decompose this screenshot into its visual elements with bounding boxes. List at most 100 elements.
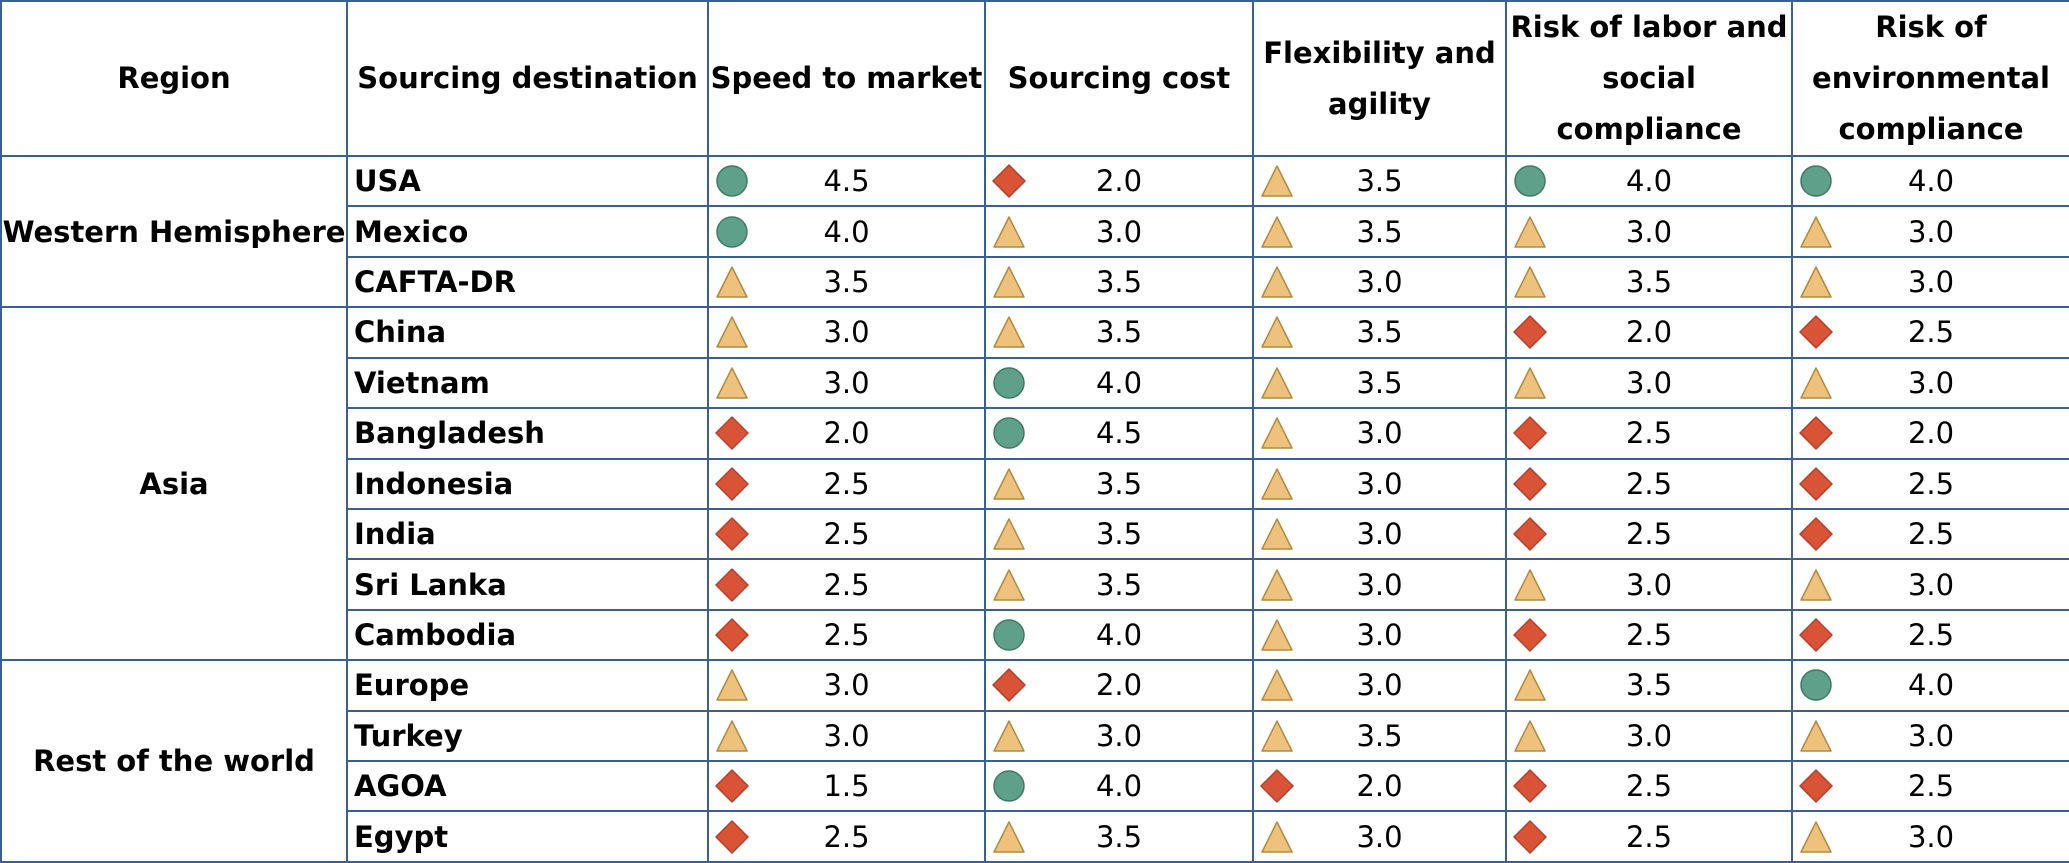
score-value: 2.5	[1625, 618, 1673, 652]
score-cell: 3.0	[1505, 558, 1793, 611]
red-diamond-icon	[715, 618, 749, 652]
score-value: 3.5	[1356, 718, 1403, 753]
score-value: 3.0	[1625, 214, 1673, 249]
score-cell: 3.5	[1252, 205, 1507, 258]
destination-cell: CAFTA-DR	[346, 255, 709, 309]
score-cell: 2.5	[1791, 507, 2069, 561]
header-row: Region Sourcing destination Speed to mar…	[0, 0, 2069, 157]
yellow-triangle-icon	[1800, 266, 1832, 298]
red-diamond-icon	[715, 819, 749, 854]
score-value: 3.5	[1095, 819, 1143, 854]
table-row: CAFTA-DR 3.5 3.5 3.0 3.5 3.0	[1, 255, 2069, 309]
yellow-triangle-icon	[1261, 417, 1293, 450]
table-row: Egypt 2.5 3.5 3.0 2.5 3.0	[1, 810, 2069, 863]
score-value: 2.5	[1625, 466, 1673, 501]
red-diamond-icon	[1799, 769, 1833, 804]
score-cell-content: 3.5	[1254, 712, 1505, 760]
score-value: 3.5	[1356, 365, 1403, 400]
score-cell-content: 3.0	[1254, 813, 1505, 861]
score-value: 3.5	[823, 265, 870, 300]
score-value: 4.5	[823, 164, 870, 199]
table-row: Indonesia 2.5 3.5 3.0 2.5 2.5	[1, 457, 2069, 510]
destination-cell: Egypt	[346, 810, 709, 863]
table-row: Turkey 3.0 3.0 3.5 3.0 3.0	[1, 709, 2069, 763]
score-value: 2.5	[823, 466, 870, 501]
score-cell-content: 2.5	[709, 510, 984, 558]
score-cell: 3.0	[1791, 810, 2069, 863]
score-value: 2.5	[823, 517, 870, 552]
score-cell-content: 3.0	[1254, 409, 1505, 457]
destination-cell: AGOA	[346, 760, 709, 813]
score-cell: 1.5	[707, 760, 986, 813]
table-row: Asia China 3.0 3.5 3.5 2.0 2.5	[0, 306, 2069, 662]
score-cell-content: 2.5	[1793, 510, 2069, 558]
score-cell: 2.5	[1505, 507, 1793, 561]
score-value: 3.5	[1356, 164, 1403, 199]
score-cell: 3.0	[1791, 558, 2069, 611]
green-circle-icon	[1800, 669, 1832, 702]
score-cell-content: 3.5	[1254, 208, 1505, 256]
score-cell: 3.0	[1252, 255, 1507, 309]
score-cell: 2.0	[707, 407, 986, 460]
score-value: 3.0	[1625, 567, 1673, 602]
score-value: 2.5	[1907, 769, 1955, 804]
yellow-triangle-icon	[993, 215, 1025, 248]
score-value: 3.0	[1625, 365, 1673, 400]
score-cell-content: 3.5	[986, 813, 1252, 861]
score-value: 2.5	[1907, 315, 1955, 350]
destination-cell: Bangladesh	[346, 407, 709, 460]
score-cell: 2.5	[1791, 306, 2069, 359]
score-cell: 2.5	[1505, 457, 1793, 510]
yellow-triangle-icon	[993, 568, 1025, 601]
score-cell-content: 2.5	[1507, 409, 1791, 457]
score-value: 2.5	[1907, 618, 1955, 652]
score-cell-content: 3.0	[1254, 510, 1505, 558]
table-row: Mexico 4.0 3.0 3.5 3.0 3.0	[1, 205, 2069, 258]
score-value: 3.0	[1095, 214, 1143, 249]
score-cell-content: 4.0	[986, 611, 1252, 659]
score-cell: 3.0	[707, 659, 986, 712]
score-value: 3.0	[1356, 668, 1403, 703]
score-value: 3.0	[1907, 265, 1955, 300]
score-cell-content: 3.5	[986, 308, 1252, 356]
score-value: 3.0	[1907, 718, 1955, 753]
yellow-triangle-icon	[716, 266, 748, 298]
yellow-triangle-icon	[1261, 720, 1293, 752]
score-value: 3.5	[1095, 466, 1143, 501]
score-cell: 3.0	[1252, 608, 1507, 662]
score-cell-content: 4.5	[709, 157, 984, 205]
score-value: 2.5	[1625, 769, 1673, 804]
score-cell-content: 3.0	[709, 359, 984, 407]
score-cell-content: 2.0	[986, 157, 1252, 205]
score-cell: 4.5	[984, 407, 1254, 460]
yellow-triangle-icon	[1800, 568, 1832, 601]
score-cell: 4.0	[1505, 154, 1793, 208]
green-circle-icon	[716, 165, 748, 197]
score-value: 2.0	[1095, 164, 1143, 199]
yellow-triangle-icon	[716, 316, 748, 349]
score-cell-content: 4.0	[986, 359, 1252, 407]
score-value: 3.0	[1356, 618, 1403, 652]
score-value: 2.5	[1625, 819, 1673, 854]
score-cell-content: 2.5	[1507, 510, 1791, 558]
red-diamond-icon	[715, 769, 749, 804]
score-value: 3.5	[1095, 517, 1143, 552]
score-cell-content: 3.0	[1793, 359, 2069, 407]
score-cell: 3.0	[1252, 659, 1507, 712]
yellow-triangle-icon	[1514, 367, 1546, 399]
red-diamond-icon	[992, 668, 1026, 703]
score-cell: 3.0	[707, 356, 986, 410]
green-circle-icon	[1514, 165, 1546, 197]
yellow-triangle-icon	[993, 316, 1025, 349]
region-cell: Rest of the world	[0, 659, 348, 863]
table-row: Cambodia 2.5 4.0 3.0 2.5 2.5	[1, 608, 2069, 662]
score-cell-content: 2.0	[709, 409, 984, 457]
column-header-environmental-risk: Risk of environmental compliance	[1791, 0, 2069, 157]
score-cell: 4.5	[707, 154, 986, 208]
red-diamond-icon	[1513, 466, 1547, 501]
score-cell-content: 3.5	[1507, 661, 1791, 709]
column-header-destination: Sourcing destination	[346, 0, 709, 157]
score-cell-content: 3.0	[1507, 561, 1791, 609]
red-diamond-icon	[1799, 416, 1833, 451]
score-value: 2.5	[1625, 416, 1673, 451]
